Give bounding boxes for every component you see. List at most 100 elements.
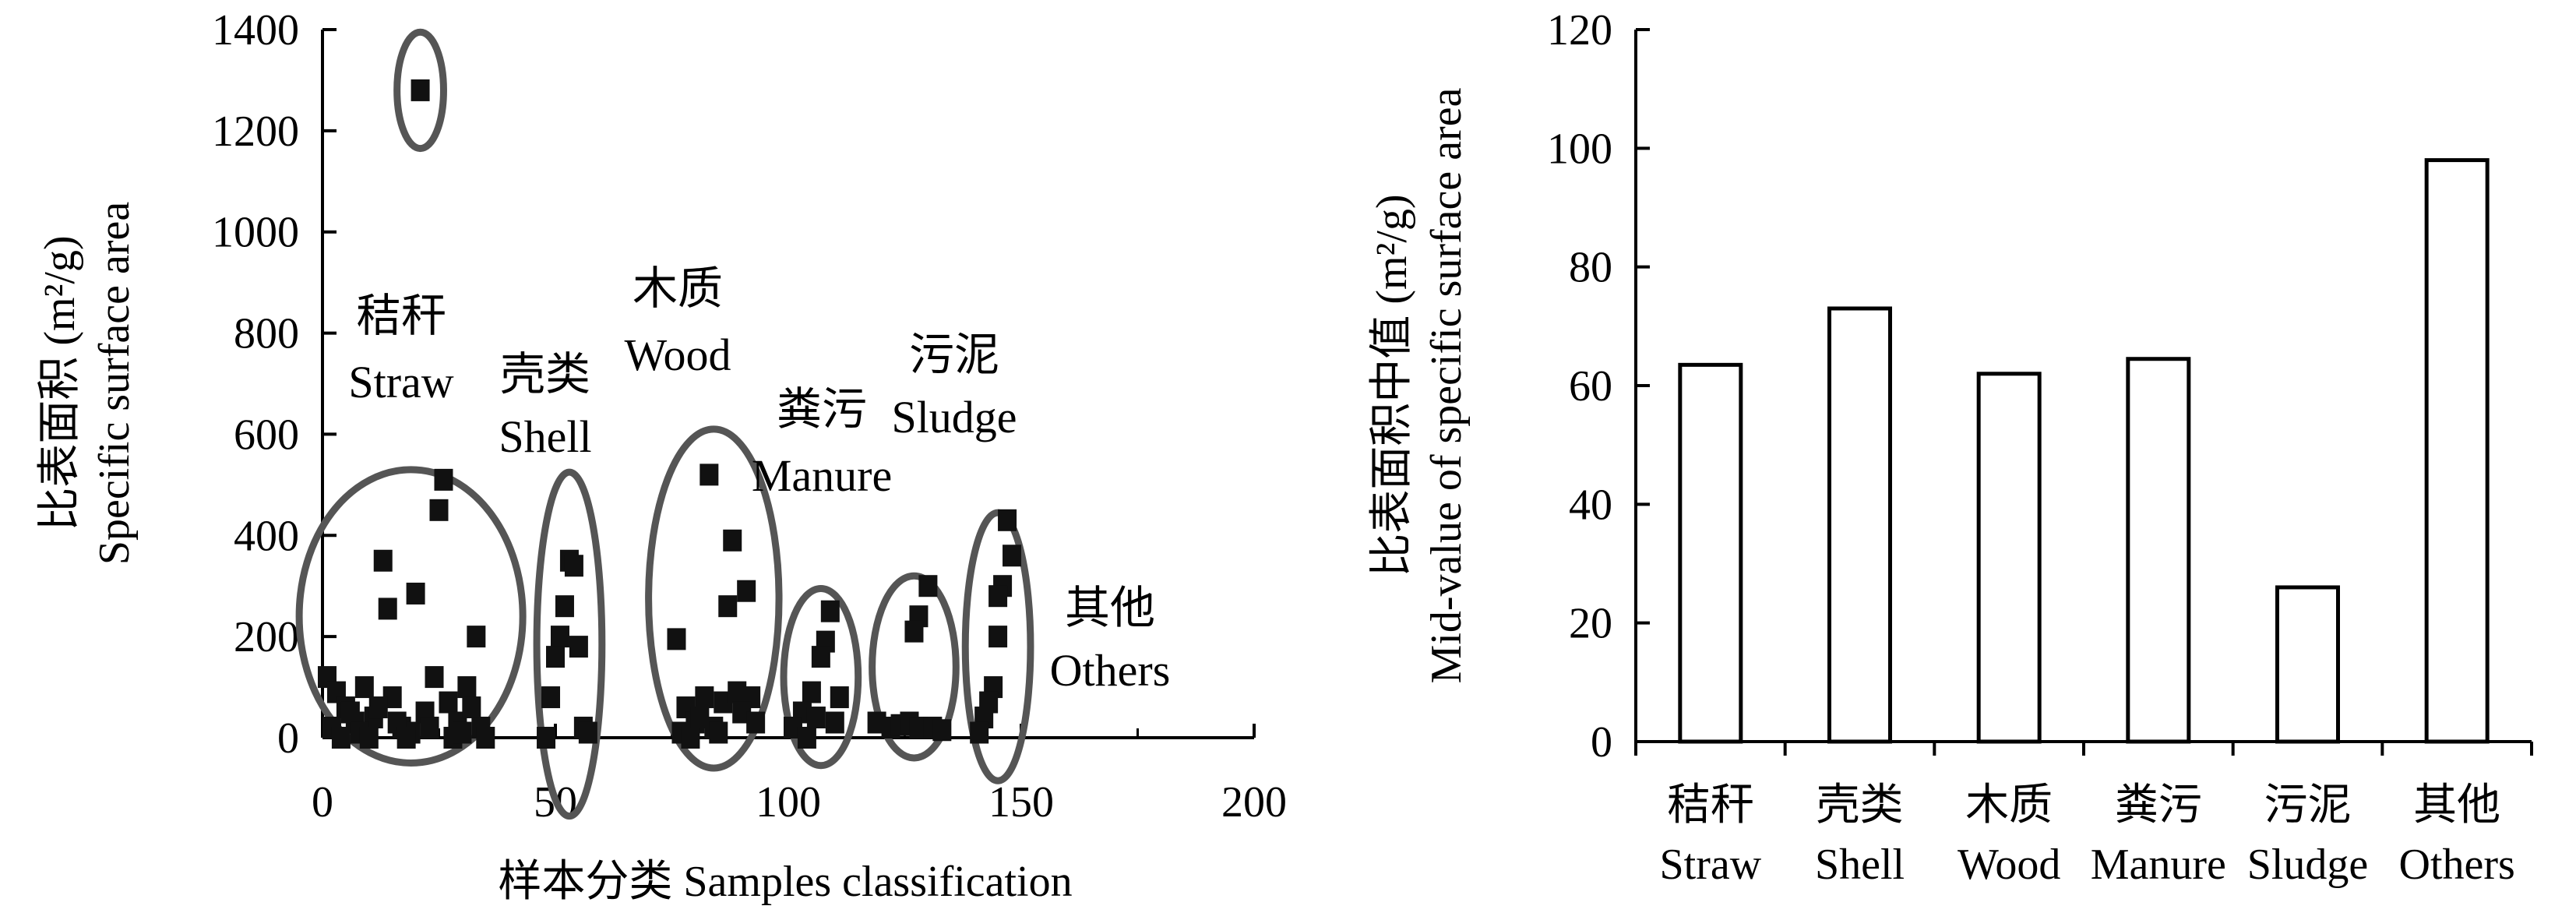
scatter-point-straw bbox=[439, 691, 458, 714]
scatter-y-tick-label: 0 bbox=[277, 714, 299, 763]
bar-y-tick-label: 40 bbox=[1569, 481, 1612, 529]
scatter-point-shell bbox=[564, 555, 583, 577]
bar-category-en: Others bbox=[2399, 841, 2515, 889]
group-label-en: Straw bbox=[348, 357, 453, 407]
scatter-y-tick-label: 1400 bbox=[212, 6, 299, 55]
scatter-point-others bbox=[998, 509, 1017, 531]
scatter-point-straw bbox=[476, 727, 495, 749]
scatter-point-straw bbox=[359, 727, 379, 749]
group-label-cn: 秸秆 bbox=[356, 291, 446, 341]
bar-y-tick-label: 100 bbox=[1547, 125, 1612, 173]
scatter-point-straw bbox=[396, 727, 416, 749]
scatter-point-wood bbox=[723, 529, 742, 552]
scatter-point-sludge bbox=[918, 575, 938, 597]
bar-y-tick-label: 0 bbox=[1591, 718, 1612, 767]
scatter-x-tick-label: 100 bbox=[756, 778, 821, 827]
scatter-y-tick-label: 200 bbox=[234, 613, 299, 661]
group-label-cn: 粪污 bbox=[777, 384, 867, 435]
scatter-point-straw bbox=[331, 727, 351, 749]
group-ellipse-straw bbox=[393, 28, 447, 153]
scatter-point-others bbox=[970, 721, 989, 744]
bar-straw bbox=[1678, 362, 1743, 744]
scatter-point-straw bbox=[373, 549, 393, 572]
group-label-en: Wood bbox=[624, 330, 731, 380]
bar-category-cn: 粪污 bbox=[2115, 781, 2202, 830]
group-label-en: Shell bbox=[499, 411, 591, 462]
scatter-point-manure bbox=[797, 727, 816, 749]
scatter-point-wood bbox=[709, 721, 728, 744]
scatter-point-straw bbox=[434, 468, 453, 491]
scatter-point-straw bbox=[467, 626, 486, 648]
group-label-cn: 污泥 bbox=[909, 330, 999, 380]
group-label-en: Manure bbox=[752, 450, 892, 501]
scatter-point-manure bbox=[825, 711, 844, 734]
scatter-point-shell bbox=[541, 686, 561, 709]
scatter-point-manure bbox=[820, 600, 840, 622]
bar-category-cn: 壳类 bbox=[1817, 781, 1904, 830]
scatter-y-title-cn: 比表面积 (m²/g) bbox=[36, 235, 84, 530]
bar-shell bbox=[1827, 306, 1892, 744]
scatter-point-wood bbox=[737, 580, 756, 602]
group-label-cn: 木质 bbox=[633, 263, 723, 314]
scatter-point-manure bbox=[802, 681, 821, 703]
scatter-point-straw bbox=[378, 597, 397, 620]
scatter-point-manure bbox=[811, 646, 830, 668]
scatter-y-tick-label: 600 bbox=[234, 411, 299, 459]
group-label-cn: 其他 bbox=[1065, 583, 1155, 633]
scatter-point-shell bbox=[555, 595, 574, 618]
bar-others bbox=[2424, 158, 2490, 744]
scatter-point-manure bbox=[830, 686, 849, 709]
group-ellipse-wood bbox=[645, 425, 783, 772]
bar-y-tick-label: 60 bbox=[1569, 362, 1612, 411]
scatter-x-tick-label: 150 bbox=[988, 778, 1054, 827]
scatter-point-manure bbox=[806, 707, 826, 729]
scatter-point-wood bbox=[718, 595, 738, 618]
scatter-point-straw bbox=[462, 696, 481, 719]
scatter-point-straw bbox=[340, 701, 360, 724]
bar-chart: 0 20 40 60 80 100 120 秸秆 Straw 壳类 Shell 木质 Wood 粪污 Ma… bbox=[1368, 6, 2533, 889]
scatter-point-straw bbox=[425, 666, 444, 689]
scatter-y-tick-label: 800 bbox=[234, 310, 299, 358]
bar-sludge bbox=[2275, 585, 2340, 744]
bar-y-tick-label: 80 bbox=[1569, 244, 1612, 292]
scatter-point-wood bbox=[700, 464, 719, 486]
bar-y-tick-label: 20 bbox=[1569, 600, 1612, 648]
scatter-x-title: 样本分类 Samples classification bbox=[498, 858, 1072, 906]
group-label-en: Others bbox=[1050, 645, 1171, 696]
scatter-y-tick-label: 1000 bbox=[212, 209, 299, 257]
group-ellipse-straw bbox=[295, 466, 527, 767]
scatter-x-tick-label: 0 bbox=[312, 778, 333, 827]
scatter-point-straw bbox=[420, 717, 439, 739]
group-ellipse-sludge bbox=[869, 572, 960, 762]
bar-category-cn: 污泥 bbox=[2264, 781, 2352, 830]
group-ellipse-manure bbox=[780, 584, 862, 770]
scatter-point-straw bbox=[368, 696, 388, 719]
bar-y-title-en: Mid-value of specific surface area bbox=[1422, 87, 1471, 683]
scatter-point-wood bbox=[690, 707, 710, 729]
scatter-point-shell bbox=[537, 727, 556, 749]
bar-category-en: Shell bbox=[1815, 841, 1905, 889]
bar-wood bbox=[1976, 372, 2042, 744]
scatter-point-sludge bbox=[904, 620, 924, 643]
scatter-point-straw bbox=[429, 499, 449, 521]
scatter-point-wood bbox=[667, 628, 686, 650]
scatter-point-shell bbox=[550, 626, 569, 648]
scatter-point-wood bbox=[681, 727, 700, 749]
scatter-y-tick-label: 400 bbox=[234, 512, 299, 560]
bar-category-en: Manure bbox=[2091, 841, 2226, 889]
scatter-point-others bbox=[988, 585, 1008, 608]
scatter-point-others bbox=[1003, 545, 1022, 567]
bar-category-en: Sludge bbox=[2247, 841, 2369, 889]
scatter-point-wood bbox=[746, 711, 766, 734]
bar-manure bbox=[2126, 357, 2191, 744]
scatter-point-straw bbox=[354, 676, 374, 699]
bar-category-en: Wood bbox=[1958, 841, 2060, 889]
scatter-point-shell bbox=[546, 646, 565, 668]
bar-category-cn: 其他 bbox=[2413, 781, 2500, 830]
scatter-point-others bbox=[988, 626, 1008, 648]
scatter-point-sludge bbox=[932, 719, 952, 742]
scatter-point-shell bbox=[578, 721, 597, 744]
scatter-point-straw bbox=[453, 721, 472, 744]
